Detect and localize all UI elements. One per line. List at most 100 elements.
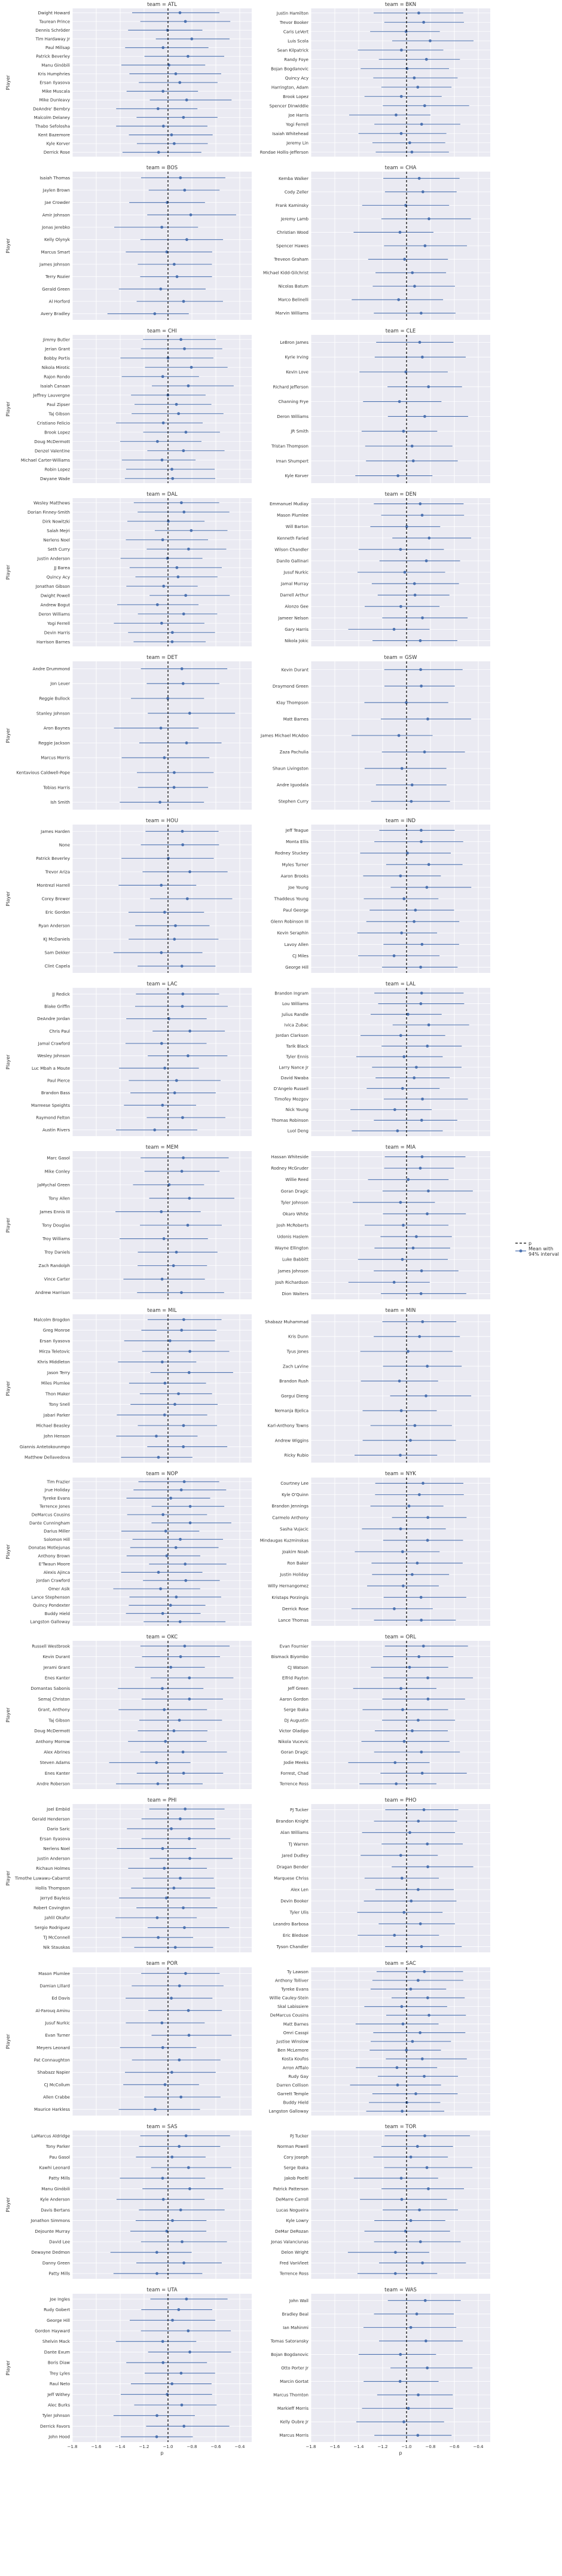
player-tick-label: Andrew Wiggins [275,1438,309,1443]
mean-point [158,801,161,804]
player-tick-label: Langston Galloway [269,2109,309,2114]
player-tick-label: Aaron Gordon [280,1697,309,1702]
facet-panel-mem: team = MEM Marc Gasol Mike Conley JaMychal … [5,1144,252,1299]
player-tick-label: Trevor Ariza [45,869,70,874]
player-tick-label: Caris LeVert [283,29,309,34]
x-tick-label: −1.4 [115,2444,126,2449]
player-tick-label: Jae Crowder [44,200,70,205]
player-tick-label: Devin Booker [280,1899,309,1904]
facet-panel-den: team = DEN Emmanuel Mudiay Mason Plumlee Wi… [270,492,490,646]
player-tick-label: Jeremy Lamb [280,216,309,221]
mean-point [413,1076,416,1079]
facet-panel-gsw: team = GSW Kevin Durant Draymond Green Klay… [260,655,490,810]
mean-point [182,612,185,616]
mean-point [417,1719,420,1722]
y-axis-label: Player [5,1217,11,1233]
player-tick-label: Reggie Jackson [38,741,70,746]
facet-title: team = WAS [384,2287,417,2293]
mean-point [410,444,414,448]
player-tick-label: Andre Roberson [36,1782,70,1787]
mean-point [420,355,424,359]
player-tick-label: Troy Williams [42,1237,70,1241]
mean-point [160,1277,164,1281]
player-tick-label: Jameer Nelson [277,616,309,621]
player-tick-label: Wayne Ellington [275,1246,309,1251]
player-tick-label: Dennis Schröder [35,28,70,33]
mean-point [161,2340,164,2343]
player-tick-label: Amir Johnson [42,213,70,218]
player-tick-label: Thomas Robinson [271,1118,309,1123]
player-tick-label: Kenneth Faried [277,536,309,541]
player-tick-label: Al Horford [49,300,70,304]
mean-point [178,11,182,14]
mean-point [155,603,159,606]
player-tick-label: Bradley Beal [282,2312,309,2316]
player-tick-label: Deron Williams [38,612,70,616]
mean-point [178,2058,181,2062]
facet-title: team = ORL [385,1634,416,1640]
mean-point [394,2251,397,2254]
facet-panel-sac: team = SAC Ty Lawson Anthony Tolliver Tyrek… [269,1961,490,2116]
player-tick-label: Hassan Whiteside [271,1155,309,1159]
mean-point [188,1504,192,1508]
facet-title: team = CHI [147,328,176,334]
x-tick-label: −1.2 [378,2444,388,2449]
panel-background [311,1641,490,1789]
mean-point [402,897,406,901]
mean-point [395,1782,398,1786]
player-tick-label: Anthony Brown [38,1553,70,1558]
player-tick-label: Quincy Acy [47,575,70,579]
mean-point [409,2155,413,2159]
mean-point [401,2022,405,2026]
player-tick-label: Ricky Rubio [285,1453,309,1458]
mean-point [427,2187,430,2190]
mean-point [417,1493,421,1497]
mean-point [173,1946,177,1949]
player-tick-label: Alonzo Gee [285,605,309,609]
mean-point [155,1916,159,1919]
mean-point [405,2049,408,2052]
player-tick-label: Dante Cunningham [29,1521,70,1525]
y-axis-label: Player [5,1054,11,1070]
player-tick-label: Jamal Crawford [38,1042,70,1046]
mean-point [163,1708,166,1711]
mean-point [420,1750,423,1754]
mean-point [172,786,176,789]
mean-point [423,2134,426,2138]
x-tick-label: −1.2 [139,2444,149,2449]
mean-point [180,1329,184,1332]
player-tick-label: Isaiah Canaan [40,384,70,389]
mean-point [167,856,170,860]
mean-point [185,98,188,102]
player-tick-label: Austin Rivers [42,1128,70,1133]
mean-point [172,1264,175,1268]
panel-background [72,2294,252,2442]
player-tick-label: Eric Gordon [45,910,70,915]
player-tick-label: Michael Carter-Williams [21,458,70,463]
player-tick-label: Forrest, Chad [280,1771,309,1776]
mean-point [419,1595,423,1599]
player-tick-label: Kristaps Porzingis [271,1595,309,1600]
player-tick-label: Jimmy Butler [42,337,70,342]
player-tick-label: Vince Carter [44,1277,71,1282]
mean-point [429,39,432,42]
mean-point [427,1023,430,1027]
mean-point [175,275,179,279]
mean-point [182,1318,185,1321]
mean-point [170,468,173,471]
mean-point [408,1665,411,1669]
mean-point [402,1055,406,1058]
player-tick-label: Andre Drummond [33,667,70,672]
player-tick-label: CJ Miles [292,954,309,959]
player-tick-label: Tony Douglas [41,1223,70,1228]
player-tick-label: Marcus Smart [41,250,71,255]
legend-mean-swatch [519,1249,523,1253]
mean-point [424,57,428,61]
mean-point [420,123,423,126]
facet-title: team = DEN [385,492,417,498]
facet-panel-uta: team = UTA Joe Ingles Rudy Gobert George Hi… [5,2287,252,2456]
mean-point [419,639,422,642]
player-tick-label: Khris Middleton [38,1360,70,1365]
facet-panel-det: team = DET Andre Drummond Jon Leuer Reggie … [5,655,252,810]
player-tick-label: Shelvin Mack [42,2339,71,2344]
